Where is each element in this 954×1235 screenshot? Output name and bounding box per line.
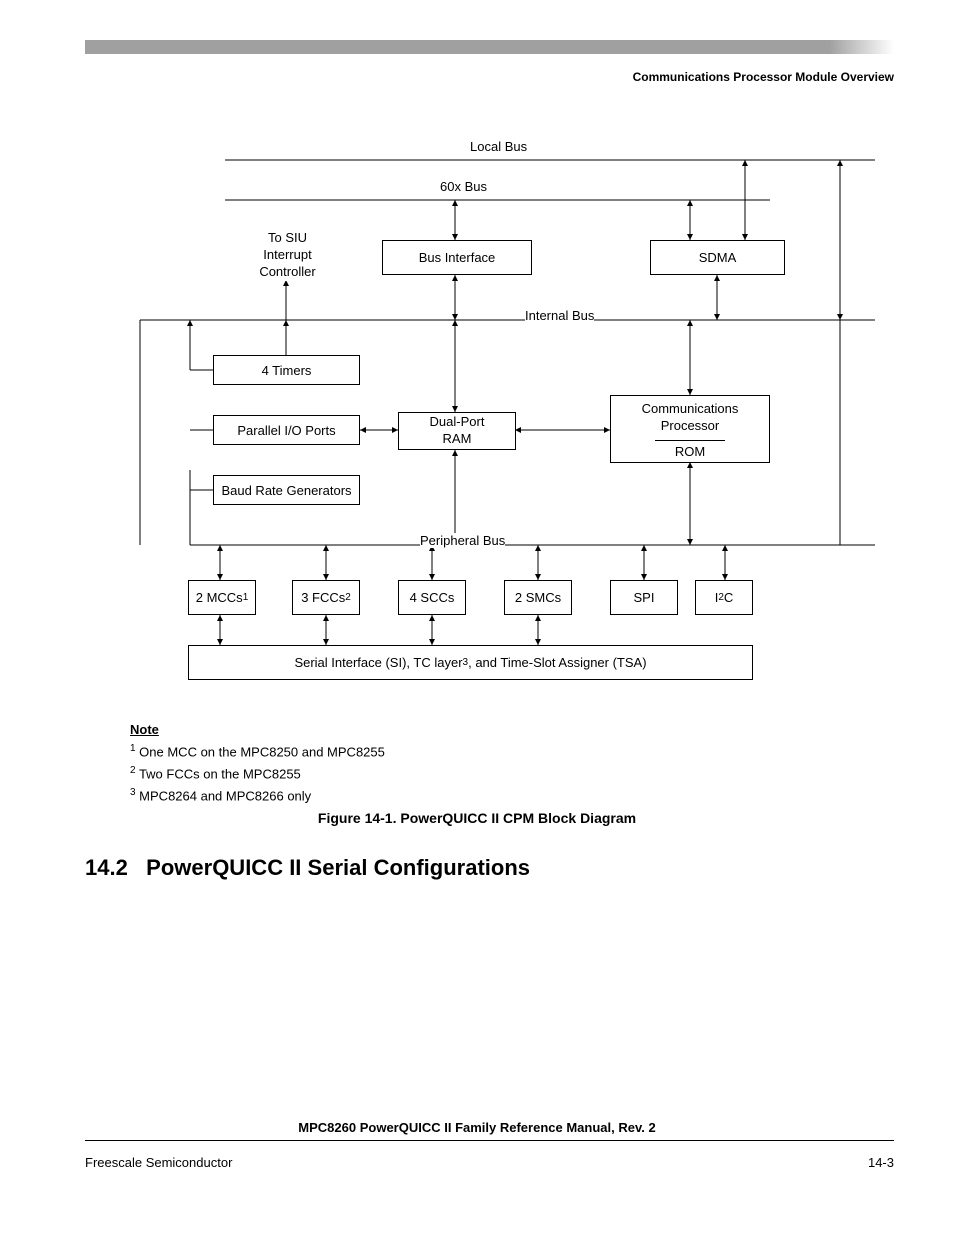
rom-box: ROM xyxy=(655,440,725,462)
i2c-box: I2C xyxy=(695,580,753,615)
note-heading: Note xyxy=(130,720,385,741)
note-2: 2 Two FCCs on the MPC8255 xyxy=(130,763,385,785)
bus-interface-box: Bus Interface xyxy=(382,240,532,275)
to-siu-label: To SIUInterruptController xyxy=(245,230,330,281)
note-3: 3 MPC8264 and MPC8266 only xyxy=(130,785,385,807)
sixty-x-bus-label: 60x Bus xyxy=(440,179,487,194)
timers-box: 4 Timers xyxy=(213,355,360,385)
note-1: 1 One MCC on the MPC8250 and MPC8255 xyxy=(130,741,385,763)
footer-left: Freescale Semiconductor xyxy=(85,1155,232,1170)
footer-right: 14-3 xyxy=(868,1155,894,1170)
header-right-text: Communications Processor Module Overview xyxy=(633,70,894,84)
block-diagram: Local Bus 60x Bus Internal Bus Periphera… xyxy=(120,130,880,715)
smcs-box: 2 SMCs xyxy=(504,580,572,615)
peripheral-bus-label: Peripheral Bus xyxy=(420,533,505,548)
internal-bus-label: Internal Bus xyxy=(525,308,594,323)
footer-line xyxy=(85,1140,894,1141)
sdma-box: SDMA xyxy=(650,240,785,275)
local-bus-label: Local Bus xyxy=(470,139,527,154)
footer-title: MPC8260 PowerQUICC II Family Reference M… xyxy=(0,1120,954,1135)
header-bar xyxy=(85,40,894,54)
note-block: Note 1 One MCC on the MPC8250 and MPC825… xyxy=(130,720,385,807)
fccs-box: 3 FCCs2 xyxy=(292,580,360,615)
parallel-io-box: Parallel I/O Ports xyxy=(213,415,360,445)
sccs-box: 4 SCCs xyxy=(398,580,466,615)
section-heading: 14.2 PowerQUICC II Serial Configurations xyxy=(85,855,530,881)
spi-box: SPI xyxy=(610,580,678,615)
baud-rate-box: Baud Rate Generators xyxy=(213,475,360,505)
comm-proc-label: CommunicationsProcessor xyxy=(642,396,739,440)
figure-caption: Figure 14-1. PowerQUICC II CPM Block Dia… xyxy=(0,810,954,826)
serial-interface-box: Serial Interface (SI), TC layer3, and Ti… xyxy=(188,645,753,680)
dual-port-ram-box: Dual-PortRAM xyxy=(398,412,516,450)
mccs-box: 2 MCCs1 xyxy=(188,580,256,615)
comm-proc-box: CommunicationsProcessor ROM xyxy=(610,395,770,463)
